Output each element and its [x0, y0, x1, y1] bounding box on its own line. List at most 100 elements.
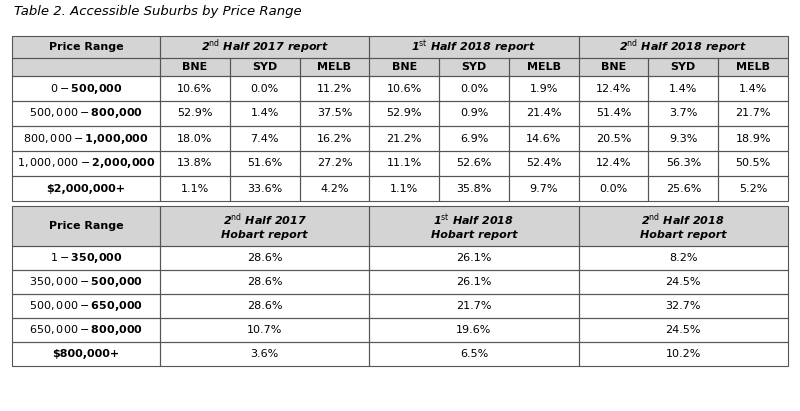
- Bar: [370, 318, 578, 342]
- Bar: [578, 101, 649, 126]
- Bar: [370, 36, 578, 58]
- Bar: [160, 36, 370, 58]
- Bar: [299, 101, 370, 126]
- Bar: [578, 342, 788, 366]
- Bar: [649, 76, 718, 101]
- Bar: [299, 176, 370, 201]
- Bar: [12, 76, 160, 101]
- Bar: [12, 318, 160, 342]
- Bar: [160, 176, 230, 201]
- Text: 52.9%: 52.9%: [386, 109, 422, 118]
- Bar: [509, 151, 578, 176]
- Bar: [230, 76, 299, 101]
- Text: 0.0%: 0.0%: [599, 183, 628, 194]
- Bar: [509, 58, 578, 76]
- Bar: [649, 126, 718, 151]
- Text: $800,000-$1,000,000: $800,000-$1,000,000: [23, 132, 149, 145]
- Bar: [12, 36, 160, 58]
- Bar: [509, 176, 578, 201]
- Text: 7.4%: 7.4%: [250, 134, 279, 143]
- Text: 19.6%: 19.6%: [456, 325, 492, 335]
- Bar: [439, 58, 509, 76]
- Bar: [649, 176, 718, 201]
- Text: 52.6%: 52.6%: [456, 159, 492, 169]
- Bar: [578, 36, 788, 58]
- Text: 27.2%: 27.2%: [317, 159, 352, 169]
- Text: $1-$350,000: $1-$350,000: [50, 251, 122, 265]
- Bar: [718, 58, 788, 76]
- Text: 4.2%: 4.2%: [320, 183, 349, 194]
- Bar: [12, 151, 160, 176]
- Text: 1.1%: 1.1%: [390, 183, 418, 194]
- Bar: [12, 58, 160, 76]
- Bar: [160, 58, 230, 76]
- Bar: [370, 206, 578, 246]
- Bar: [370, 176, 439, 201]
- Text: 9.3%: 9.3%: [669, 134, 698, 143]
- Bar: [160, 270, 370, 294]
- Bar: [718, 101, 788, 126]
- Text: BNE: BNE: [391, 62, 417, 72]
- Bar: [718, 76, 788, 101]
- Bar: [299, 151, 370, 176]
- Bar: [12, 246, 160, 270]
- Bar: [578, 58, 649, 76]
- Bar: [299, 58, 370, 76]
- Bar: [370, 126, 439, 151]
- Bar: [299, 126, 370, 151]
- Text: $1,000,000-$2,000,000: $1,000,000-$2,000,000: [17, 157, 155, 171]
- Text: 18.0%: 18.0%: [178, 134, 213, 143]
- Bar: [370, 126, 439, 151]
- Bar: [370, 342, 578, 366]
- Bar: [439, 176, 509, 201]
- Bar: [439, 76, 509, 101]
- Text: 3.7%: 3.7%: [669, 109, 698, 118]
- Text: 10.7%: 10.7%: [247, 325, 282, 335]
- Bar: [578, 76, 649, 101]
- Bar: [649, 58, 718, 76]
- Bar: [160, 342, 370, 366]
- Bar: [12, 318, 160, 342]
- Bar: [718, 126, 788, 151]
- Bar: [718, 176, 788, 201]
- Bar: [509, 76, 578, 101]
- Text: 6.5%: 6.5%: [460, 349, 488, 359]
- Text: 1$^{\mathrm{st}}$ Half 2018: 1$^{\mathrm{st}}$ Half 2018: [434, 212, 514, 228]
- Bar: [160, 206, 370, 246]
- Bar: [12, 58, 160, 76]
- Bar: [12, 294, 160, 318]
- Bar: [160, 76, 230, 101]
- Text: 26.1%: 26.1%: [456, 277, 492, 287]
- Bar: [160, 76, 230, 101]
- Bar: [12, 101, 160, 126]
- Bar: [12, 246, 160, 270]
- Text: SYD: SYD: [252, 62, 278, 72]
- Bar: [649, 176, 718, 201]
- Text: $500,000-$800,000: $500,000-$800,000: [29, 106, 143, 120]
- Text: 51.4%: 51.4%: [596, 109, 631, 118]
- Bar: [578, 294, 788, 318]
- Bar: [12, 126, 160, 151]
- Bar: [12, 101, 160, 126]
- Bar: [299, 76, 370, 101]
- Bar: [439, 151, 509, 176]
- Text: $350,000-$500,000: $350,000-$500,000: [29, 275, 143, 289]
- Bar: [370, 101, 439, 126]
- Bar: [230, 126, 299, 151]
- Bar: [370, 58, 439, 76]
- Bar: [509, 58, 578, 76]
- Text: Price Range: Price Range: [49, 221, 123, 231]
- Bar: [160, 318, 370, 342]
- Bar: [160, 318, 370, 342]
- Bar: [509, 126, 578, 151]
- Text: BNE: BNE: [182, 62, 207, 72]
- Text: 9.7%: 9.7%: [530, 183, 558, 194]
- Text: MELB: MELB: [736, 62, 770, 72]
- Text: 12.4%: 12.4%: [596, 159, 631, 169]
- Bar: [160, 101, 230, 126]
- Text: Hobart report: Hobart report: [430, 230, 518, 240]
- Bar: [12, 270, 160, 294]
- Bar: [578, 270, 788, 294]
- Bar: [12, 270, 160, 294]
- Text: 28.6%: 28.6%: [247, 277, 282, 287]
